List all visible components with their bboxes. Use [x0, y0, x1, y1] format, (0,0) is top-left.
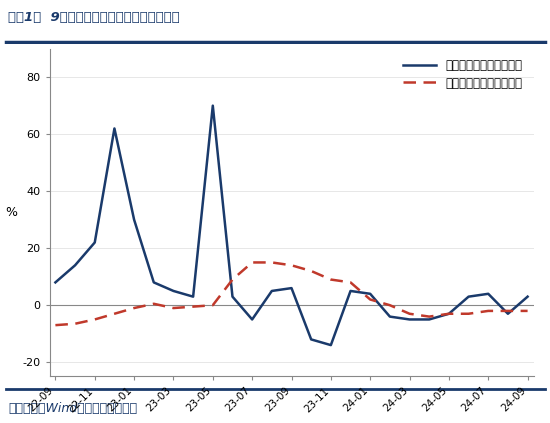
Legend: 公共财政收入：当月同比, 公共财政收入：累计同比: 公共财政收入：当月同比, 公共财政收入：累计同比 — [399, 55, 527, 95]
Text: 资料来源：Wind，国盛证券研究所: 资料来源：Wind，国盛证券研究所 — [8, 402, 138, 415]
Text: 图表1：  9月一般公共财政收入同比降幅收窄: 图表1： 9月一般公共财政收入同比降幅收窄 — [8, 11, 180, 24]
Y-axis label: %: % — [6, 206, 17, 219]
